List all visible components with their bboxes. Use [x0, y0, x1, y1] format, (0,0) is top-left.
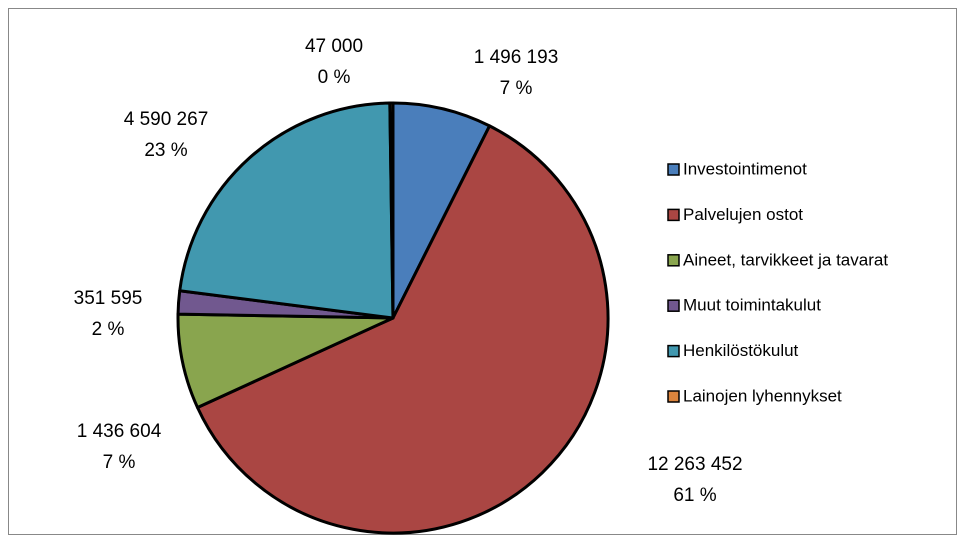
legend-swatch [667, 254, 680, 267]
legend-swatch [667, 390, 680, 403]
value-label: 351 595 [74, 288, 143, 309]
pie-slice [391, 101, 492, 320]
value-label: 4 590 267 [124, 109, 209, 130]
legend-label: Aineet, tarvikkeet ja tavarat [683, 250, 888, 269]
value-label: 12 263 452 [647, 454, 742, 475]
percent-label: 0 % [318, 67, 351, 88]
percent-label: 61 % [673, 485, 716, 506]
legend-label: Lainojen lyhennykset [683, 386, 842, 405]
legend-swatch [667, 208, 680, 222]
percent-label: 7 % [500, 78, 533, 99]
value-label: 1 436 604 [77, 421, 162, 442]
legend-label: Muut toimintakulut [683, 296, 821, 315]
legend-label: Investointimenot [683, 159, 807, 178]
legend-swatch [667, 299, 680, 312]
legend-label: Henkilöstökulut [683, 341, 799, 360]
legend-label: Palvelujen ostot [683, 205, 803, 224]
percent-label: 7 % [103, 452, 136, 473]
pie-slice [196, 124, 610, 535]
pie-slice [178, 101, 395, 320]
legend-swatch [667, 344, 680, 358]
legend-swatch [667, 163, 680, 176]
value-label: 47 000 [305, 36, 363, 57]
percent-label: 2 % [92, 319, 125, 340]
value-label: 1 496 193 [474, 47, 559, 68]
percent-label: 23 % [144, 140, 187, 161]
pie-slice [388, 101, 395, 320]
